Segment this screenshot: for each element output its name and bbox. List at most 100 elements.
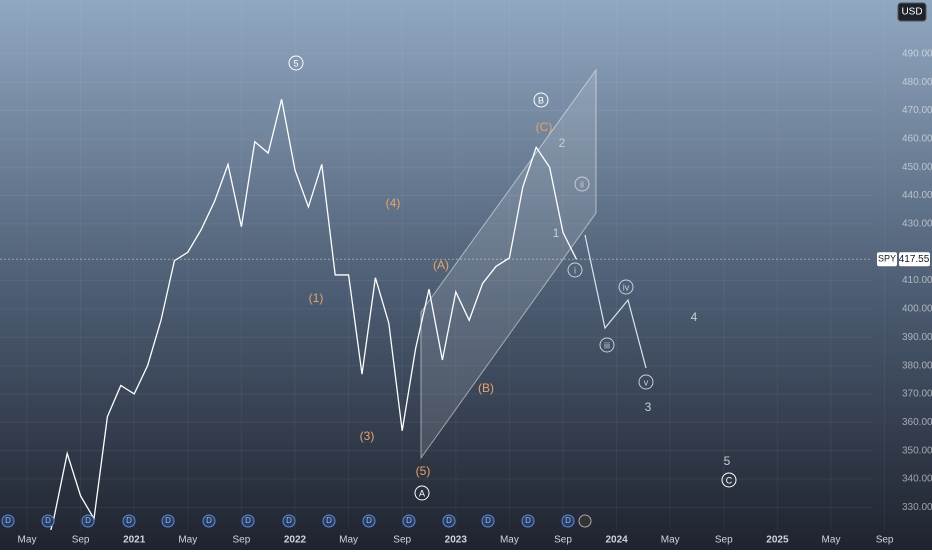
wave-circle — [638, 374, 654, 390]
wave-label: iii — [604, 340, 610, 350]
dividend-icon — [202, 514, 216, 528]
wave-label: 2 — [559, 136, 566, 150]
dividend-icon — [122, 514, 136, 528]
wave-label: A — [419, 488, 425, 498]
dividend-label: D — [565, 516, 571, 525]
wave-circle — [721, 472, 737, 488]
x-tick-label: Sep — [876, 535, 894, 546]
x-tick-label: 2021 — [123, 535, 146, 546]
y-tick-label: 480.00 — [902, 77, 932, 88]
y-tick-label: 460.00 — [902, 134, 932, 145]
x-tick-label: May — [500, 535, 519, 546]
wave-circle — [288, 55, 304, 71]
x-tick-label: May — [661, 535, 680, 546]
projection-path — [584, 234, 647, 369]
dividend-label: D — [126, 516, 132, 525]
dividend-label: D — [485, 516, 491, 525]
symbol-label: SPY — [878, 254, 896, 264]
dividend-icon — [41, 514, 55, 528]
y-tick-label: 340.00 — [902, 474, 932, 485]
wave-label: iv — [623, 282, 630, 292]
x-tick-label: 2023 — [445, 535, 468, 546]
wave-label: C — [726, 475, 733, 485]
wave-label: 3 — [645, 400, 652, 414]
wave-label: i — [574, 265, 576, 275]
wave-label: 1 — [553, 226, 560, 240]
dividend-icon — [521, 514, 535, 528]
x-tick-label: May — [822, 535, 841, 546]
x-tick-label: May — [18, 535, 37, 546]
y-tick-label: 410.00 — [902, 275, 932, 286]
x-tick-label: May — [339, 535, 358, 546]
y-tick-label: 360.00 — [902, 417, 932, 428]
wave-label: (4) — [386, 196, 401, 210]
y-tick-label: 330.00 — [902, 502, 932, 513]
dividend-icon — [322, 514, 336, 528]
y-tick-label: 470.00 — [902, 105, 932, 116]
wave-circle — [567, 262, 583, 278]
dividend-label: D — [366, 516, 372, 525]
x-tick-label: Sep — [715, 535, 733, 546]
dividend-icon — [481, 514, 495, 528]
y-tick-label: 440.00 — [902, 190, 932, 201]
dividend-icon — [81, 514, 95, 528]
x-tick-label: May — [178, 535, 197, 546]
wave-circle — [574, 176, 590, 192]
y-tick-label: 490.00 — [902, 48, 932, 59]
wave-label: ii — [580, 179, 584, 189]
wave-circle — [414, 485, 430, 501]
y-tick-label: 400.00 — [902, 304, 932, 315]
grid — [0, 0, 885, 530]
dividend-label: D — [326, 516, 332, 525]
wave-label: (A) — [433, 258, 449, 272]
x-tick-label: 2024 — [605, 535, 628, 546]
x-tick-label: Sep — [72, 535, 90, 546]
x-tick-label: 2022 — [284, 535, 307, 546]
price-line — [50, 99, 577, 530]
wave-label: B — [538, 95, 544, 105]
dividend-icon — [1, 514, 15, 528]
dividend-label: D — [85, 516, 91, 525]
dividend-icon — [402, 514, 416, 528]
dividend-icon — [282, 514, 296, 528]
dividend-label: D — [525, 516, 531, 525]
wave-circle — [618, 279, 634, 295]
x-tick-label: Sep — [554, 535, 572, 546]
event-icon — [578, 514, 592, 528]
currency: USD — [901, 7, 922, 18]
wave-label: (3) — [360, 429, 375, 443]
wave-label: 5 — [724, 454, 731, 468]
currency-button[interactable] — [897, 2, 927, 22]
y-tick-label: 390.00 — [902, 332, 932, 343]
dividend-icon — [362, 514, 376, 528]
dividend-icon — [561, 514, 575, 528]
wave-label: (C) — [536, 120, 553, 134]
dividend-label: D — [286, 516, 292, 525]
dividend-icon — [161, 514, 175, 528]
x-tick-label: 2025 — [766, 535, 789, 546]
wave-label: (B) — [478, 381, 494, 395]
dividend-label: D — [5, 516, 11, 525]
dividend-label: D — [245, 516, 251, 525]
y-tick-label: 370.00 — [902, 389, 932, 400]
annotations: 330.00 340.00 350.00 360.00 370.00 380.00 390.… — [1, 48, 932, 546]
last-price-label: 417.55 — [899, 254, 930, 265]
price-box — [899, 252, 930, 267]
wave-label: (5) — [416, 464, 431, 478]
dividend-icon — [241, 514, 255, 528]
y-tick-label: 350.00 — [902, 445, 932, 456]
wave-label: 5 — [293, 58, 298, 68]
y-tick-label: 450.00 — [902, 162, 932, 173]
wave-label: v — [644, 377, 649, 387]
plot-area — [0, 99, 872, 530]
wave-circle — [599, 337, 615, 353]
dividend-label: D — [165, 516, 171, 525]
symbol-box — [877, 252, 897, 267]
wave-label: (1) — [309, 291, 324, 305]
dividend-icon — [442, 514, 456, 528]
dividend-label: D — [206, 516, 212, 525]
wave-label: 4 — [691, 310, 698, 324]
y-tick-label: 380.00 — [902, 360, 932, 371]
